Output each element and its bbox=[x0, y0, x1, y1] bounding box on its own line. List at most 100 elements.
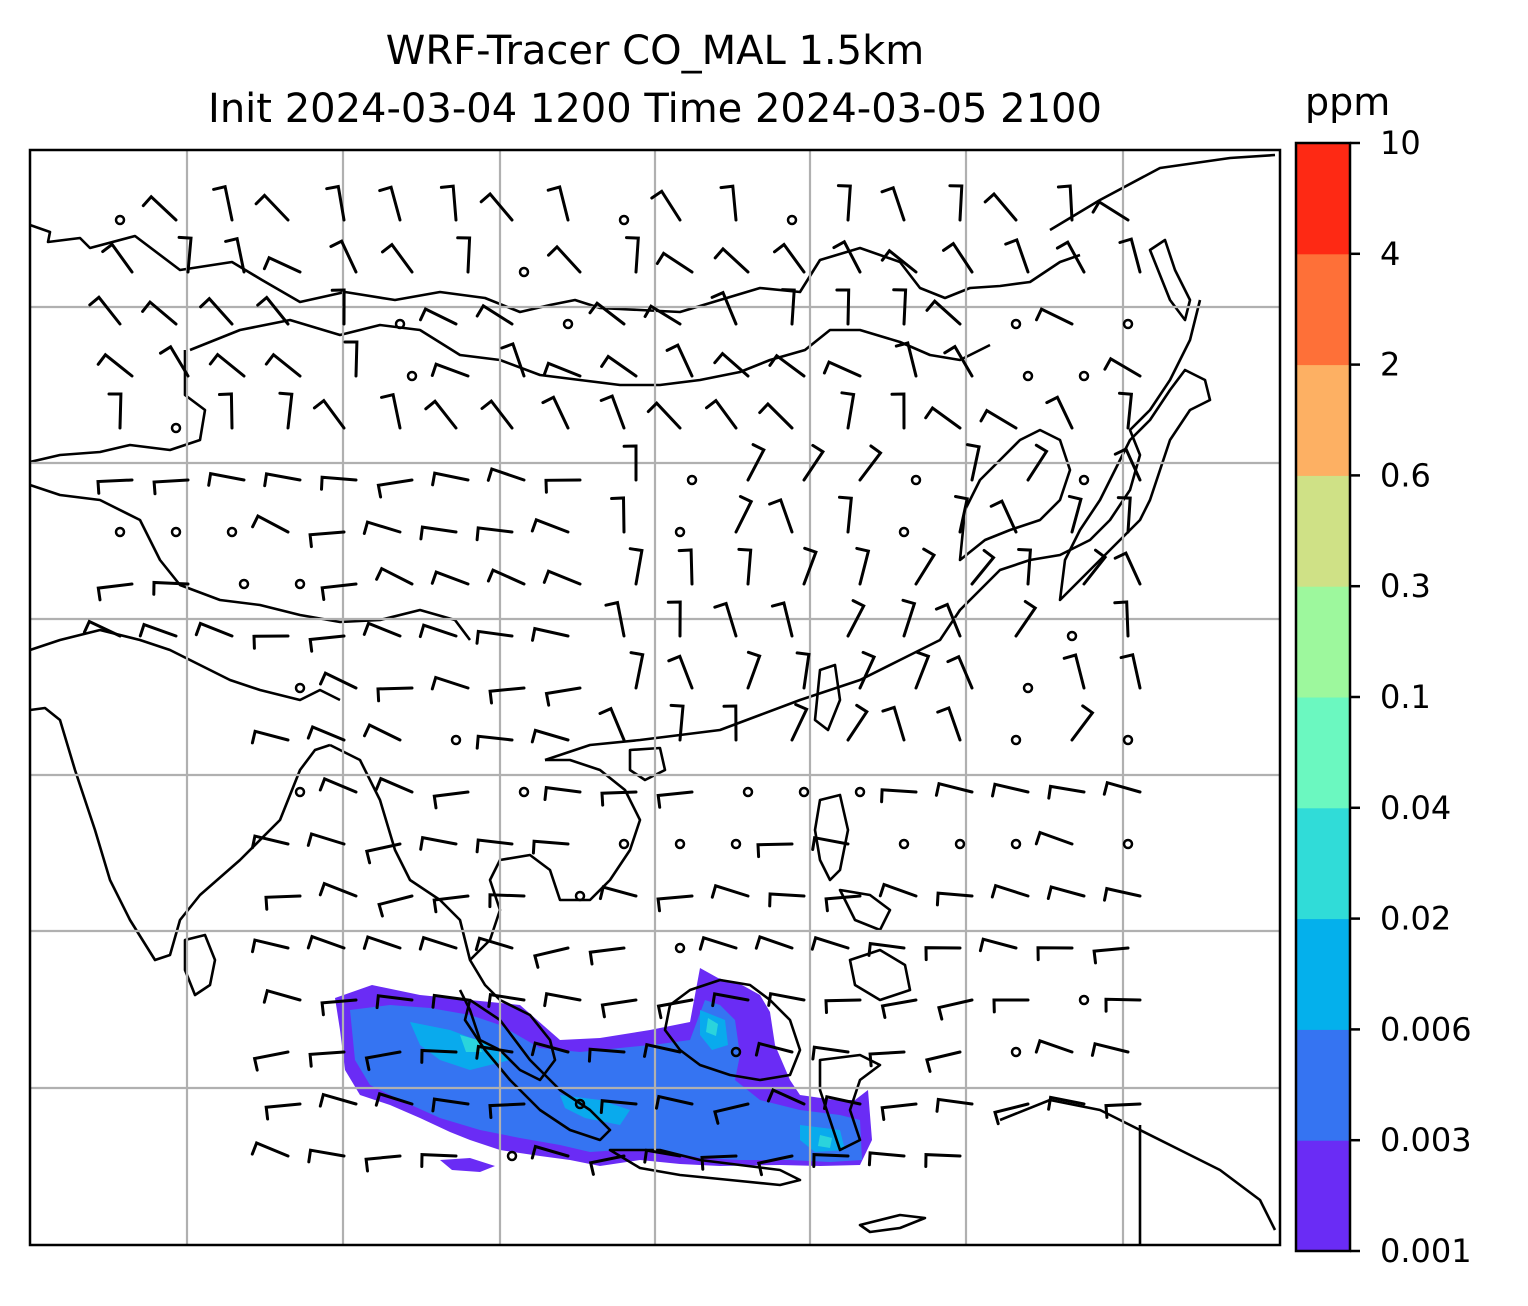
wind-barb bbox=[1103, 886, 1142, 902]
wind-barb bbox=[588, 946, 626, 966]
wind-barb bbox=[677, 548, 694, 586]
wind-barb bbox=[1056, 184, 1074, 222]
wind-barb bbox=[599, 394, 626, 430]
wind-barb bbox=[308, 1050, 346, 1068]
wind-barb bbox=[934, 781, 974, 797]
wind-barb bbox=[768, 497, 794, 534]
calm-circle bbox=[674, 942, 686, 954]
wind-barb bbox=[710, 883, 750, 899]
wind-barb bbox=[152, 580, 190, 596]
border-china-west bbox=[30, 350, 207, 464]
wind-barb bbox=[208, 352, 246, 378]
border-mongolia-south bbox=[189, 318, 991, 387]
wind-barb bbox=[474, 936, 514, 952]
wind-barb bbox=[381, 242, 414, 274]
wind-barb bbox=[1070, 704, 1095, 742]
calm-circle bbox=[1122, 318, 1134, 330]
wind-barb bbox=[159, 344, 190, 378]
calm-circle bbox=[686, 474, 698, 486]
wind-barb bbox=[475, 838, 514, 854]
coastline-north bbox=[30, 223, 1081, 314]
wind-barb bbox=[669, 703, 685, 742]
wind-barb bbox=[224, 236, 246, 274]
wind-barb bbox=[858, 444, 883, 482]
wind-barb bbox=[812, 1153, 850, 1168]
wind-barb bbox=[375, 566, 414, 586]
wind-barb bbox=[846, 703, 869, 742]
coastline-timor bbox=[858, 1213, 927, 1234]
wind-barb bbox=[250, 729, 290, 745]
wind-barb bbox=[954, 495, 969, 534]
colorbar-tick-label: 0.02 bbox=[1380, 900, 1451, 938]
wind-barb bbox=[713, 1102, 750, 1125]
wind-barb bbox=[531, 626, 570, 642]
wind-barb bbox=[418, 623, 458, 639]
colorbar-unit-label: ppm bbox=[1305, 80, 1391, 124]
wind-barb bbox=[1004, 237, 1030, 274]
coastline-far-east bbox=[1049, 153, 1276, 232]
wind-barb bbox=[424, 399, 458, 430]
wind-barb bbox=[754, 934, 794, 950]
wind-barb bbox=[475, 303, 514, 326]
wind-barb bbox=[330, 288, 346, 326]
wind-barb bbox=[965, 443, 981, 482]
calm-circle bbox=[898, 838, 910, 850]
wind-barb bbox=[867, 1151, 906, 1167]
wind-barb bbox=[991, 782, 1030, 798]
wind-barb bbox=[262, 255, 302, 274]
wind-barb bbox=[480, 398, 514, 430]
wind-barb bbox=[488, 1102, 526, 1119]
wind-barb bbox=[318, 776, 358, 794]
wind-barb bbox=[811, 835, 850, 851]
calm-circle bbox=[170, 422, 182, 434]
wind-barb bbox=[767, 991, 806, 1007]
wind-barb bbox=[700, 1154, 738, 1171]
wind-barb bbox=[530, 728, 570, 744]
calm-circle bbox=[898, 526, 910, 538]
wind-barb bbox=[141, 299, 178, 326]
wind-barb bbox=[914, 650, 931, 690]
wind-barb bbox=[488, 893, 526, 909]
wind-barb bbox=[822, 360, 862, 378]
wind-barb bbox=[643, 304, 682, 326]
wind-barb bbox=[734, 495, 754, 534]
map-title: WRF-Tracer CO_MAL 1.5km bbox=[385, 28, 925, 74]
calm-circle bbox=[1122, 838, 1134, 850]
wind-barb bbox=[1034, 830, 1074, 846]
wind-barb bbox=[101, 242, 134, 274]
wind-barb bbox=[698, 935, 738, 951]
colorbar-tick-label: 0.1 bbox=[1380, 678, 1431, 716]
wind-barb bbox=[925, 1050, 962, 1073]
calm-circle bbox=[114, 214, 126, 226]
wind-barb bbox=[924, 405, 962, 430]
colorbar-segment bbox=[1296, 253, 1350, 366]
wind-barb bbox=[544, 478, 582, 494]
calm-circle bbox=[1022, 370, 1034, 382]
wind-barb bbox=[979, 408, 1018, 430]
calm-circle bbox=[786, 214, 798, 226]
wind-barb bbox=[380, 392, 402, 430]
calm-circle bbox=[294, 578, 306, 590]
wind-barb bbox=[256, 295, 290, 326]
wind-barb bbox=[811, 1045, 850, 1061]
wind-barb bbox=[420, 1048, 458, 1064]
coastline-mindanao bbox=[848, 948, 912, 1002]
wind-barb bbox=[1047, 1095, 1086, 1111]
wind-barb bbox=[264, 352, 302, 378]
wind-barb bbox=[978, 937, 1018, 953]
wind-barb bbox=[858, 650, 877, 690]
wind-barb bbox=[1091, 199, 1130, 222]
calm-circle bbox=[1066, 630, 1078, 642]
wind-barb bbox=[486, 568, 526, 586]
wind-barb bbox=[376, 686, 414, 703]
wind-barb bbox=[430, 362, 470, 378]
wind-barb bbox=[487, 992, 526, 1008]
wind-barb bbox=[308, 530, 346, 549]
wind-barb bbox=[625, 236, 640, 274]
wind-barb bbox=[992, 998, 1030, 1014]
colorbar-segment bbox=[1296, 364, 1350, 476]
calm-circle bbox=[294, 786, 306, 798]
coastline-luzon bbox=[813, 793, 850, 882]
calm-circle bbox=[226, 526, 238, 538]
